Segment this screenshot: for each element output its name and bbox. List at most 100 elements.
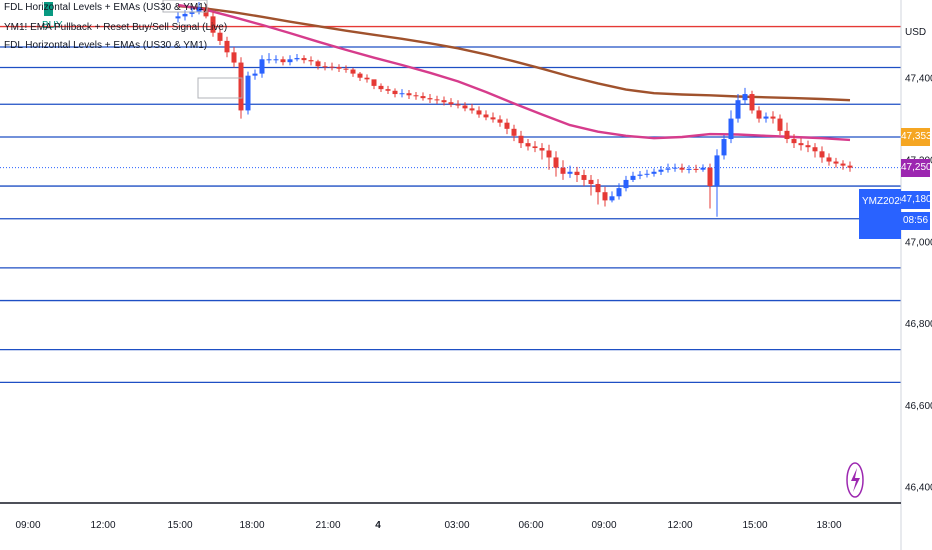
candle [357, 71, 363, 81]
time-axis[interactable]: 09:00 12:00 15:00 18:00 21:00 4 03:00 06:00 09:0… [15, 520, 841, 531]
candle-body [518, 135, 524, 144]
time-tick-label: 4 [375, 520, 381, 531]
candle-body [315, 61, 321, 67]
price-tick-label: 47,400 [905, 74, 932, 85]
candle [707, 163, 713, 209]
time-tick-label: 12:00 [90, 520, 115, 531]
candle-body [609, 196, 615, 201]
candle-body [791, 139, 797, 144]
candle-body [378, 85, 384, 90]
candle [742, 87, 748, 105]
candle-body [616, 188, 622, 197]
lightning-icon[interactable] [846, 462, 864, 498]
candle [791, 134, 797, 149]
candle-body [406, 93, 412, 96]
candle [189, 8, 195, 18]
candle [700, 164, 706, 172]
candle-body [735, 100, 741, 119]
candle-body [343, 68, 349, 70]
candle [455, 100, 461, 109]
candle [343, 65, 349, 73]
candle-body [441, 100, 447, 103]
indicator-label-3[interactable]: FDL Horizontal Levels + EMAs (US30 & YM1… [4, 40, 208, 51]
candle [574, 166, 580, 182]
candle [735, 94, 741, 123]
ema-fast-line [177, 3, 851, 142]
candle-body [763, 116, 769, 119]
candle [805, 140, 811, 153]
candle-body [546, 150, 552, 158]
candle-body [812, 147, 818, 152]
candle-body [294, 58, 300, 60]
candle [336, 64, 342, 72]
time-tick-label: 09:00 [15, 520, 40, 531]
candle [308, 56, 314, 66]
candle-body [805, 145, 811, 148]
candle [763, 112, 769, 123]
candle-body [749, 94, 755, 111]
candle-body [217, 32, 223, 41]
time-tick-label: 09:00 [591, 520, 616, 531]
candle [833, 157, 839, 168]
candle-body [427, 98, 433, 100]
candle-body [182, 13, 188, 17]
candle-body [392, 90, 398, 95]
indicator-label-1[interactable]: FDL Horizontal Levels + EMAs (US30 & YM1… [4, 2, 208, 13]
candle [798, 138, 804, 151]
candle [721, 134, 727, 160]
candle-body [434, 99, 440, 101]
ema-lines [177, 3, 851, 142]
price-tick-label: 46,800 [905, 319, 932, 330]
candle [609, 191, 615, 203]
candle [273, 55, 279, 64]
candle-body [371, 79, 377, 86]
price-tick-label: 46,400 [905, 483, 932, 494]
candle-body [252, 73, 258, 76]
candle [350, 67, 356, 77]
candle [637, 170, 643, 180]
candle [616, 183, 622, 200]
candle [427, 94, 433, 104]
indicator-label-2[interactable]: YM1! EMA Pullback + Reset Buy/Sell Signa… [4, 22, 228, 33]
candle-body [448, 102, 454, 105]
candle-body [196, 7, 202, 12]
ema-fast-price-tag: 47,250 [901, 159, 932, 177]
candle [672, 163, 678, 172]
candle [364, 74, 370, 83]
candle-body [637, 174, 643, 176]
candle [651, 168, 657, 177]
candle [378, 83, 384, 93]
candle [826, 153, 832, 166]
candle [371, 79, 377, 90]
candle-body [245, 75, 251, 111]
candle [812, 143, 818, 158]
candle-body [665, 168, 671, 170]
candle-body [469, 108, 475, 111]
candle [777, 114, 783, 135]
candle [238, 57, 244, 119]
price-tick-label: 47,000 [905, 237, 932, 248]
candle-body [840, 163, 846, 166]
reference-box-mid [197, 77, 243, 99]
candle-body [238, 62, 244, 111]
candle-body [658, 169, 664, 172]
time-tick-label: 18:00 [816, 520, 841, 531]
candle-body [231, 52, 237, 63]
candle-body [602, 192, 608, 201]
candle-body [280, 59, 286, 63]
candle-body [588, 179, 594, 185]
time-tick-label: 06:00 [518, 520, 543, 531]
last-price-value: 47,180 [901, 191, 932, 209]
candle-body [581, 175, 587, 180]
candle-body [420, 96, 426, 99]
candle [658, 166, 664, 176]
candle [441, 96, 447, 106]
candle [581, 169, 587, 187]
candle [840, 160, 846, 170]
candle [602, 186, 608, 207]
candle [448, 98, 454, 108]
candle-body [819, 151, 825, 158]
candle [770, 111, 776, 124]
candle [728, 110, 734, 144]
